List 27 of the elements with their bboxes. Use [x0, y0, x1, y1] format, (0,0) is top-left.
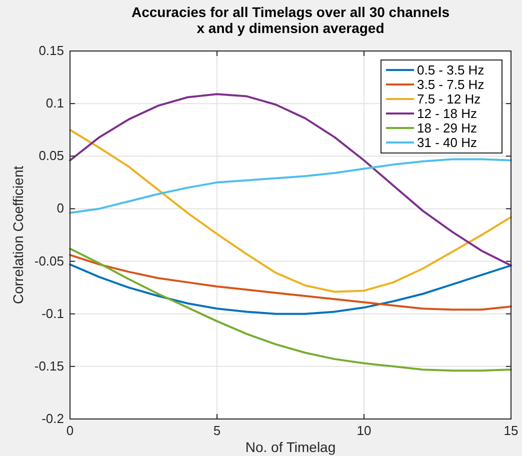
y-tick-label: 0.05	[38, 148, 64, 164]
legend-label: 12 - 18 Hz	[417, 106, 477, 121]
y-tick-label: 0	[56, 200, 64, 216]
legend-label: 0.5 - 3.5 Hz	[417, 62, 484, 78]
legend-label: 31 - 40 Hz	[417, 135, 477, 150]
legend-label: 18 - 29 Hz	[417, 120, 477, 136]
line-series	[69, 248, 512, 372]
line-series	[69, 254, 512, 311]
y-tick-label: -0.1	[42, 306, 64, 321]
legend-label: 7.5 - 12 Hz	[417, 92, 481, 106]
x-axis-title: No. of Timelag	[245, 439, 336, 455]
line-series	[69, 263, 512, 315]
legend-label: 3.5 - 7.5 Hz	[417, 77, 484, 92]
y-tick-label: -0.2	[42, 411, 64, 426]
x-tick-label: 0	[66, 423, 74, 438]
x-tick-label: 15	[504, 423, 518, 438]
x-tick-label: 10	[356, 423, 372, 438]
y-tick-label: 0.1	[46, 96, 64, 111]
line-series	[69, 158, 512, 214]
chart-title: Accuracies for all Timelags over all 30 channels	[131, 4, 450, 20]
y-tick-label: -0.15	[34, 358, 64, 374]
chart-subtitle: x and y dimension averaged	[196, 20, 384, 36]
line-series	[69, 93, 512, 266]
x-tick-label: 5	[213, 423, 221, 438]
y-tick-label: -0.05	[34, 253, 64, 268]
y-tick-label: 0.15	[38, 43, 64, 58]
y-axis-title: Correlation Coefficient	[10, 166, 26, 304]
